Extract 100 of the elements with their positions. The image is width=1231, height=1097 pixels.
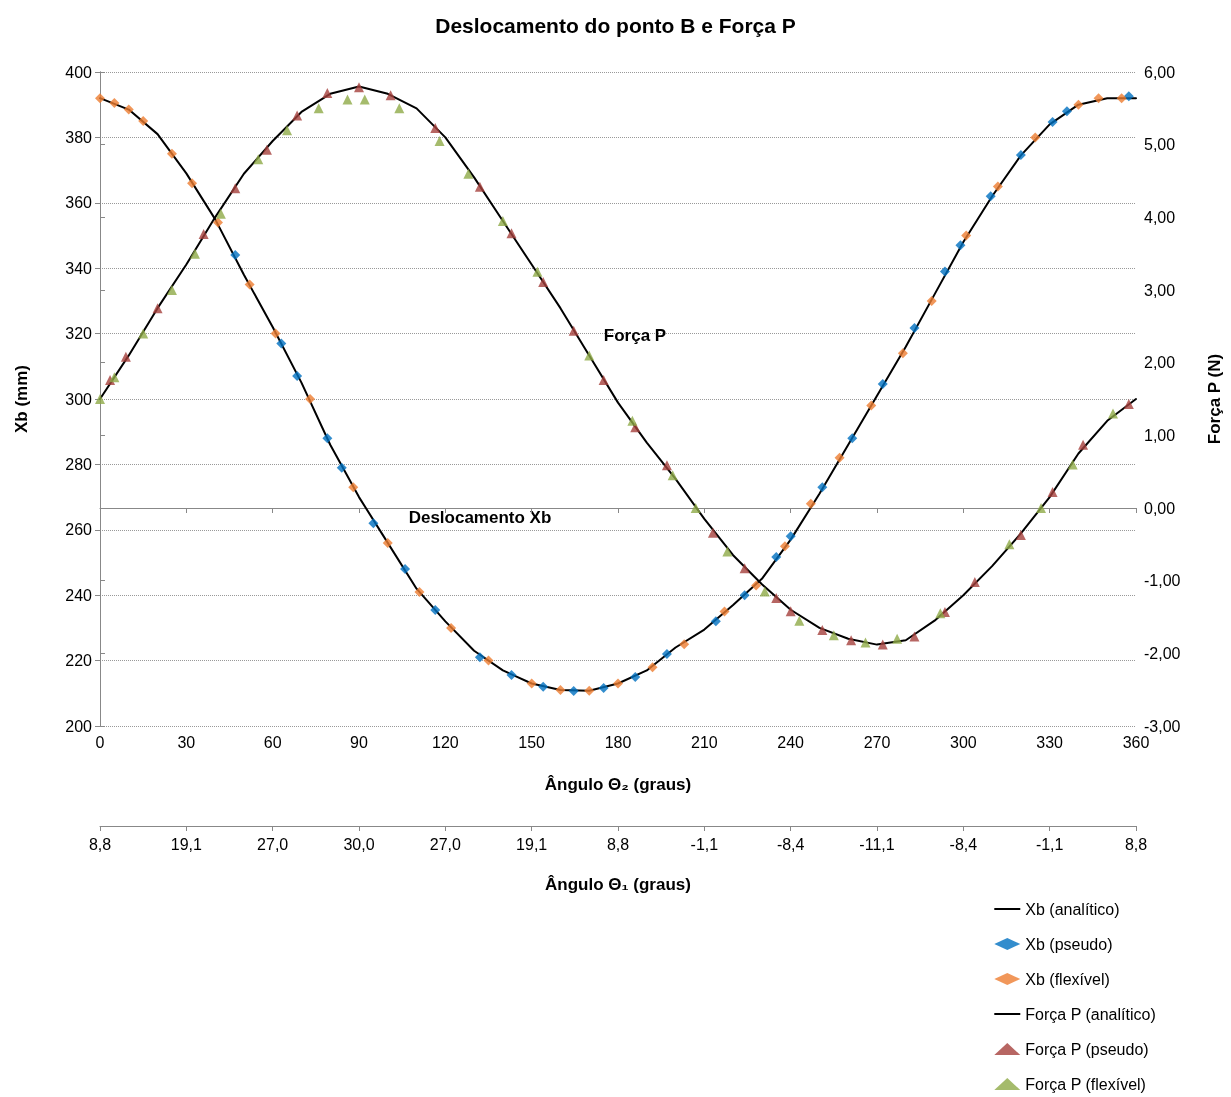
point <box>584 685 595 696</box>
point <box>474 652 485 663</box>
point <box>1073 99 1084 110</box>
y2-tick-label: 4,00 <box>1144 208 1176 226</box>
text: -8,4 <box>776 835 805 853</box>
y2-tick-label: 5,00 <box>1144 136 1176 154</box>
point <box>189 248 200 259</box>
point <box>394 103 405 114</box>
legend-label: Força P (pseudo) <box>1025 1040 1149 1058</box>
y2-tick-label: -2,00 <box>1144 644 1181 662</box>
point <box>805 498 816 509</box>
point <box>538 681 549 692</box>
point <box>474 181 485 192</box>
y2-tick-label: -3,00 <box>1144 717 1181 735</box>
point <box>1067 459 1078 470</box>
point <box>627 415 638 426</box>
y-tick-label: 220 <box>65 652 93 670</box>
point <box>739 590 750 601</box>
point <box>1093 93 1104 104</box>
point <box>785 531 796 542</box>
point <box>661 460 672 471</box>
point <box>166 148 177 159</box>
annotation: Força P <box>603 325 667 345</box>
x2-axis-title: Ângulo Θ₁ (graus) <box>545 875 691 894</box>
y2-tick-label: -1,00 <box>1144 572 1181 590</box>
point <box>506 669 517 680</box>
point <box>739 563 750 574</box>
point <box>400 564 411 575</box>
y2-tick-label: 0,00 <box>1144 499 1176 517</box>
point <box>719 606 730 617</box>
point <box>95 394 105 404</box>
point <box>282 125 293 136</box>
point <box>532 266 543 277</box>
point <box>187 178 198 189</box>
point <box>892 633 903 644</box>
point <box>198 229 209 240</box>
text: 19,1 <box>170 835 203 853</box>
point <box>414 586 425 597</box>
point <box>751 580 762 591</box>
text: 8,8 <box>1124 835 1148 853</box>
point <box>109 372 120 383</box>
point <box>215 208 226 219</box>
point <box>359 94 370 105</box>
point <box>613 678 623 689</box>
point <box>342 94 353 105</box>
legend-label: Xb (flexível) <box>1025 970 1110 988</box>
point <box>538 277 549 288</box>
point <box>909 323 920 334</box>
point <box>771 593 782 604</box>
point <box>568 686 579 697</box>
point <box>212 217 223 228</box>
point <box>446 622 457 633</box>
point <box>985 191 996 202</box>
point <box>434 136 445 147</box>
point <box>598 375 609 386</box>
point <box>935 608 946 619</box>
text: -11,1 <box>859 835 895 853</box>
point <box>138 116 149 127</box>
y-tick-label: 240 <box>65 586 93 604</box>
y-axis-title: Xb (mm) <box>12 365 31 433</box>
point <box>1030 132 1041 143</box>
point <box>955 240 966 251</box>
point <box>276 338 287 349</box>
legend-label: Xb (pseudo) <box>1025 935 1113 953</box>
point <box>483 655 494 666</box>
point <box>647 662 658 673</box>
point <box>866 400 877 411</box>
annotation: Deslocamento Xb <box>408 507 552 527</box>
point <box>305 394 316 404</box>
point <box>679 639 690 650</box>
y-tick-label: 400 <box>65 63 93 81</box>
text: 19,1 <box>516 835 548 853</box>
point <box>759 586 770 597</box>
text: 27,0 <box>257 835 289 853</box>
point <box>817 625 828 636</box>
point <box>817 482 828 493</box>
point <box>877 639 888 650</box>
x-tick-label: 300 <box>949 733 977 751</box>
point <box>95 93 105 104</box>
y2-tick-label: 6,00 <box>1144 63 1176 81</box>
text: 27,0 <box>429 835 462 853</box>
x-tick-label: 120 <box>431 733 459 751</box>
x-tick-label: 270 <box>863 733 891 751</box>
text: 30,0 <box>343 835 375 853</box>
y-tick-label: 320 <box>65 325 93 343</box>
point <box>166 285 177 295</box>
text: -1,1 <box>1035 835 1064 853</box>
point <box>969 577 980 588</box>
point <box>348 482 359 493</box>
point <box>877 378 888 389</box>
y-tick-label: 380 <box>65 128 93 146</box>
point <box>120 351 131 362</box>
y2-tick-label: 1,00 <box>1144 426 1176 444</box>
point <box>336 462 347 473</box>
x-tick-label: 330 <box>1036 733 1064 751</box>
point <box>1047 117 1058 128</box>
point <box>846 635 857 646</box>
point <box>322 433 333 444</box>
x-tick-label: 240 <box>777 733 805 751</box>
point <box>526 678 537 689</box>
